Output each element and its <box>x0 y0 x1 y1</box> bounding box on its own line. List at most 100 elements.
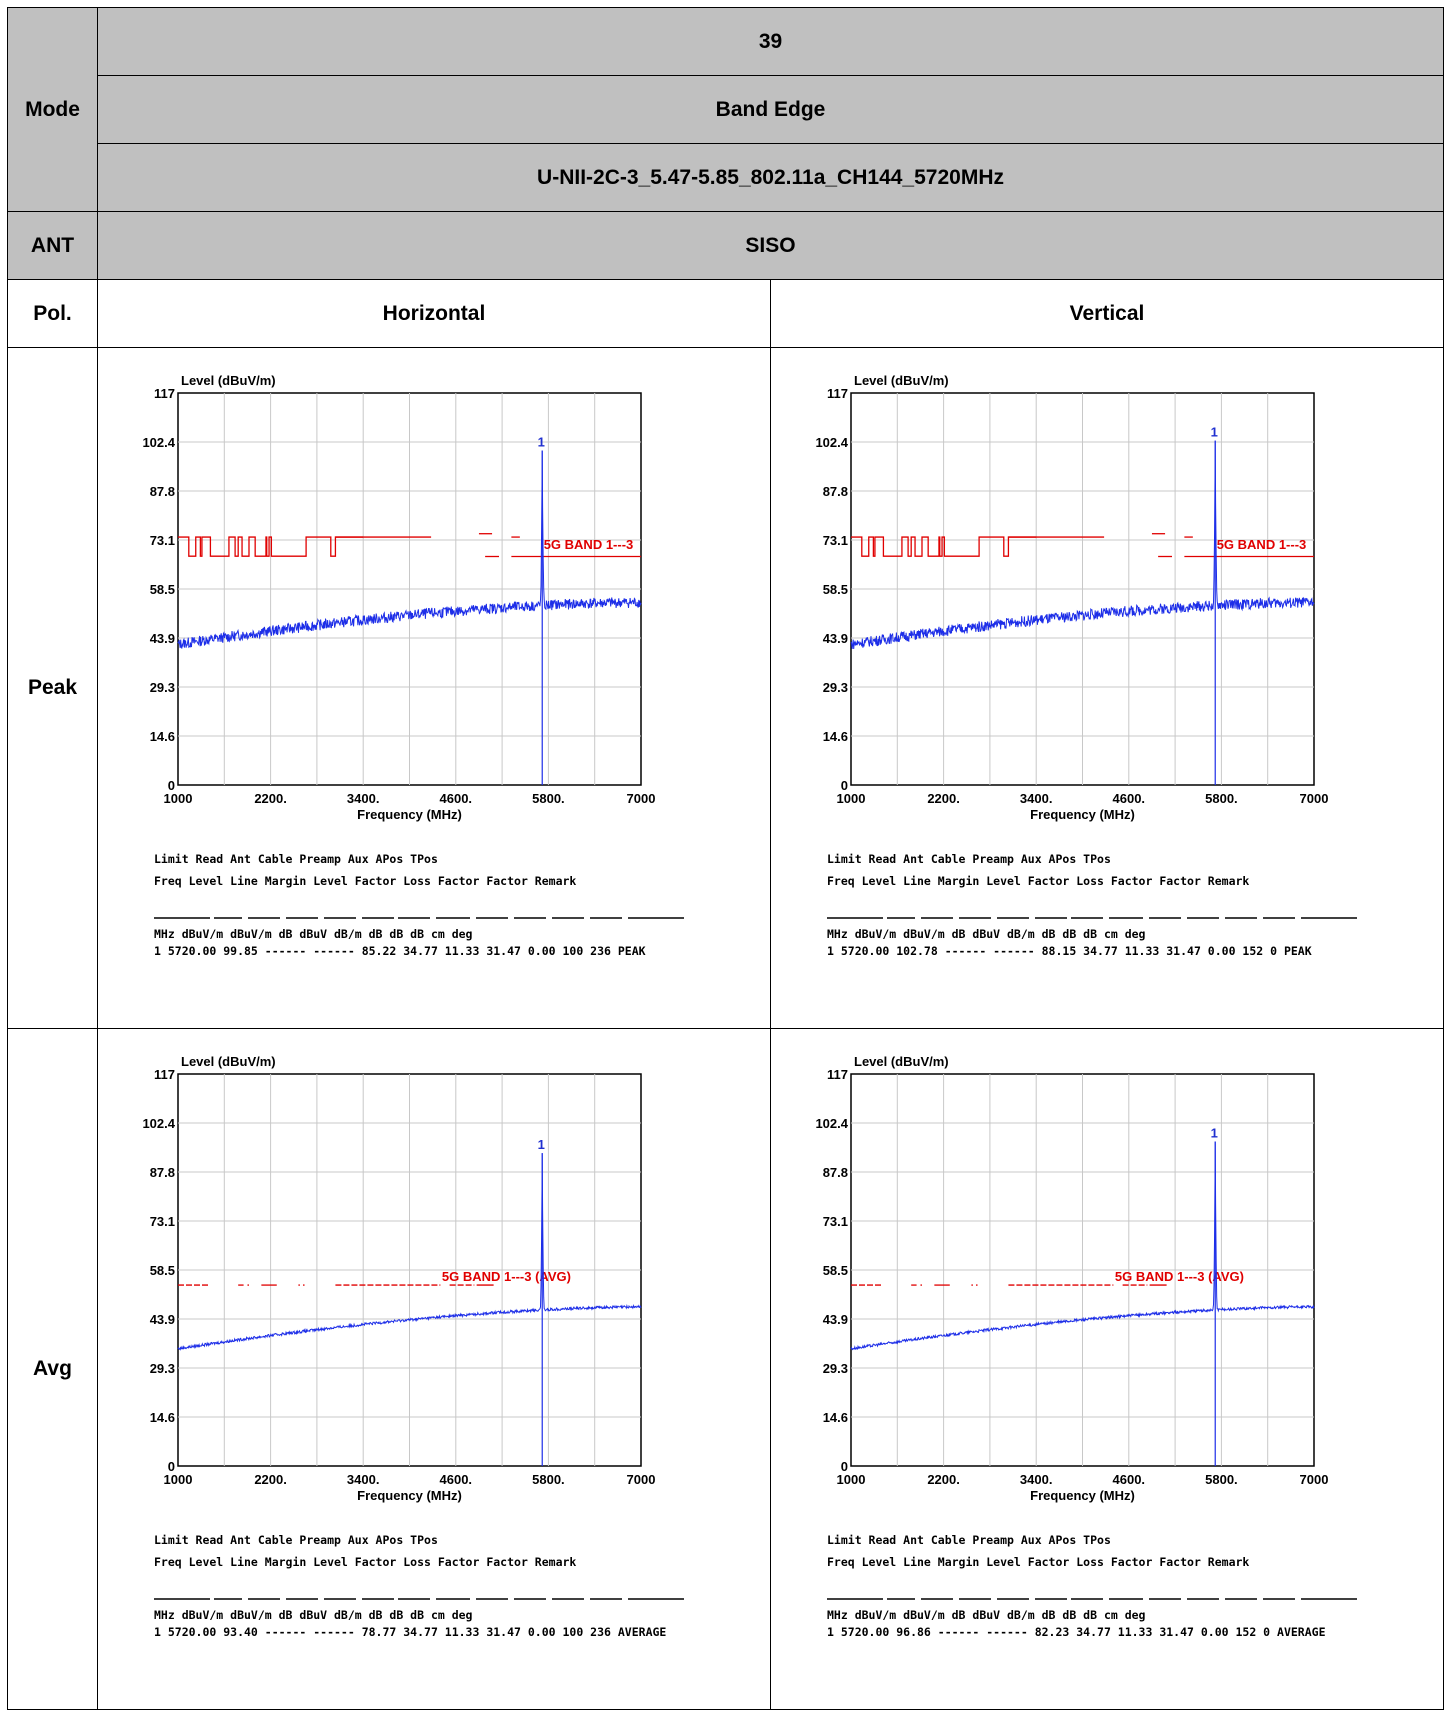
x-tick-label: 2200. <box>927 1472 960 1487</box>
y-axis-title: Level (dBuV/m) <box>181 373 276 388</box>
measurement-trace <box>177 1152 642 1351</box>
x-tick-label: 4600. <box>1113 791 1146 806</box>
ant-value: SISO <box>96 211 1445 280</box>
mode-config: U-NII-2C-3_5.47-5.85_802.11a_CH144_5720M… <box>96 143 1445 212</box>
y-tick-label: 0 <box>841 778 848 793</box>
x-tick-label: 3400. <box>1020 1472 1053 1487</box>
y-tick-label: 29.3 <box>150 680 175 695</box>
plot-avg-vertical: 0 14.6 29.3 43.9 58.5 73.1 87.8 102.4 117 1000 220… <box>815 1054 1357 1639</box>
x-axis-title: Frequency (MHz) <box>1030 807 1135 822</box>
measurement-trace <box>850 1140 1315 1350</box>
readings-units-row: MHz dBuV/m dBuV/m dB dBuV dB/m dB dB dB … <box>154 927 473 941</box>
limit-line-label: 5G BAND 1---3 (AVG) <box>1115 1269 1244 1284</box>
limit-line-label: 5G BAND 1---3 (AVG) <box>442 1269 571 1284</box>
x-tick-label: 5800. <box>532 791 565 806</box>
mode-type: Band Edge <box>96 75 1445 144</box>
y-tick-label: 117 <box>827 386 848 401</box>
y-tick-label: 87.8 <box>823 484 848 499</box>
plot-cell-peak-horizontal: 0 14.6 29.3 43.9 58.5 73.1 87.8 102.4 117 1000 220… <box>97 347 771 1029</box>
x-tick-label: 1000 <box>837 1472 866 1487</box>
y-tick-label: 0 <box>168 1459 175 1474</box>
measurement-trace <box>850 440 1315 649</box>
y-tick-label: 43.9 <box>823 1312 848 1327</box>
readings-data-row: 1 5720.00 93.40 ------ ------ 78.77 34.7… <box>154 1625 666 1639</box>
marker-label: 1 <box>1211 1125 1218 1140</box>
plot-avg-horizontal: 0 14.6 29.3 43.9 58.5 73.1 87.8 102.4 117 1000 220… <box>142 1054 684 1639</box>
y-tick-label: 102.4 <box>142 435 175 450</box>
y-tick-label: 87.8 <box>823 1165 848 1180</box>
limit-line-path <box>178 535 364 557</box>
plot-cell-peak-vertical: 0 14.6 29.3 43.9 58.5 73.1 87.8 102.4 117 1000 220… <box>769 347 1445 1029</box>
y-tick-label: 117 <box>154 1067 175 1082</box>
y-tick-label: 73.1 <box>150 1214 175 1229</box>
y-tick-label: 87.8 <box>150 484 175 499</box>
x-tick-label: 5800. <box>1205 791 1238 806</box>
pol-label: Pol. <box>7 279 98 348</box>
y-tick-label: 14.6 <box>823 1410 848 1425</box>
y-tick-label: 14.6 <box>823 729 848 744</box>
readings-header-row2: Freq Level Line Margin Level Factor Loss… <box>154 874 576 888</box>
y-tick-label: 58.5 <box>150 1263 175 1278</box>
y-tick-label: 73.1 <box>823 533 848 548</box>
y-tick-label: 102.4 <box>815 1116 848 1131</box>
y-tick-label: 73.1 <box>150 533 175 548</box>
y-axis-title: Level (dBuV/m) <box>854 373 949 388</box>
readings-header-row1: Limit Read Ant Cable Preamp Aux APos TPo… <box>154 1533 438 1547</box>
mode-label: Mode <box>7 7 98 212</box>
readings-data-row: 1 5720.00 99.85 ------ ------ 85.22 34.7… <box>154 944 646 958</box>
ant-label: ANT <box>7 211 98 280</box>
x-tick-label: 7000 <box>1300 791 1329 806</box>
marker-label: 1 <box>538 434 545 449</box>
y-tick-label: 117 <box>827 1067 848 1082</box>
readings-header-row2: Freq Level Line Margin Level Factor Loss… <box>827 1555 1249 1569</box>
y-tick-label: 43.9 <box>823 631 848 646</box>
avg-label: Avg <box>7 1028 98 1710</box>
measurement-trace <box>177 449 642 649</box>
x-tick-label: 2200. <box>254 1472 287 1487</box>
readings-data-row: 1 5720.00 96.86 ------ ------ 82.23 34.7… <box>827 1625 1326 1639</box>
peak-label: Peak <box>7 347 98 1029</box>
y-tick-label: 73.1 <box>823 1214 848 1229</box>
x-tick-label: 7000 <box>1300 1472 1329 1487</box>
y-tick-label: 29.3 <box>823 1361 848 1376</box>
x-tick-label: 2200. <box>927 791 960 806</box>
readings-data-row: 1 5720.00 102.78 ------ ------ 88.15 34.… <box>827 944 1312 958</box>
readings-header-row2: Freq Level Line Margin Level Factor Loss… <box>154 1555 576 1569</box>
mode-number: 39 <box>96 7 1445 76</box>
x-tick-label: 7000 <box>627 791 656 806</box>
x-tick-label: 3400. <box>1020 791 1053 806</box>
plot-peak-vertical: 0 14.6 29.3 43.9 58.5 73.1 87.8 102.4 117 1000 220… <box>815 373 1357 958</box>
y-tick-label: 0 <box>168 778 175 793</box>
y-tick-label: 117 <box>154 386 175 401</box>
y-tick-label: 43.9 <box>150 631 175 646</box>
x-tick-label: 5800. <box>532 1472 565 1487</box>
y-tick-label: 58.5 <box>823 582 848 597</box>
x-tick-label: 3400. <box>347 1472 380 1487</box>
y-tick-label: 29.3 <box>823 680 848 695</box>
y-tick-label: 29.3 <box>150 1361 175 1376</box>
x-tick-label: 2200. <box>254 791 287 806</box>
marker-label: 1 <box>1211 424 1218 439</box>
y-tick-label: 14.6 <box>150 729 175 744</box>
y-tick-label: 102.4 <box>142 1116 175 1131</box>
y-tick-label: 14.6 <box>150 1410 175 1425</box>
x-tick-label: 1000 <box>164 1472 193 1487</box>
readings-units-row: MHz dBuV/m dBuV/m dB dBuV dB/m dB dB dB … <box>827 1608 1146 1622</box>
readings-header-row1: Limit Read Ant Cable Preamp Aux APos TPo… <box>827 1533 1111 1547</box>
y-axis-title: Level (dBuV/m) <box>854 1054 949 1069</box>
x-tick-label: 4600. <box>440 1472 473 1487</box>
y-tick-label: 102.4 <box>815 435 848 450</box>
plot-cell-avg-vertical: 0 14.6 29.3 43.9 58.5 73.1 87.8 102.4 117 1000 220… <box>769 1028 1445 1710</box>
band-edge-report-table: Mode 39 Band Edge U-NII-2C-3_5.47-5.85_8… <box>7 7 1445 1710</box>
x-tick-label: 3400. <box>347 791 380 806</box>
x-tick-label: 5800. <box>1205 1472 1238 1487</box>
pol-vertical: Vertical <box>769 279 1445 348</box>
x-tick-label: 1000 <box>837 791 866 806</box>
readings-units-row: MHz dBuV/m dBuV/m dB dBuV dB/m dB dB dB … <box>827 927 1146 941</box>
limit-line-label: 5G BAND 1---3 <box>1217 536 1307 551</box>
y-axis-title: Level (dBuV/m) <box>181 1054 276 1069</box>
y-tick-label: 58.5 <box>150 582 175 597</box>
y-tick-label: 43.9 <box>150 1312 175 1327</box>
readings-header-row1: Limit Read Ant Cable Preamp Aux APos TPo… <box>827 852 1111 866</box>
limit-line-path <box>851 535 1037 557</box>
